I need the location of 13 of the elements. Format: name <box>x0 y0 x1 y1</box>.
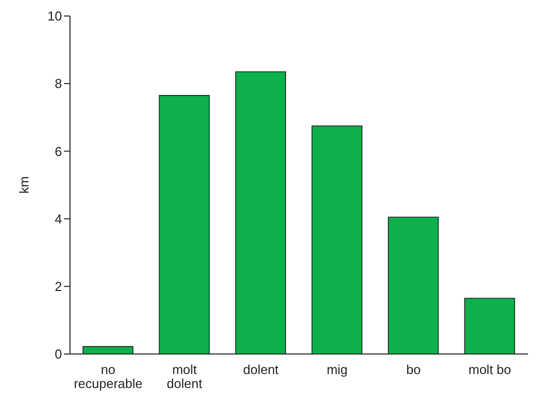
y-axis-title: km <box>16 176 32 194</box>
x-tick-label: bo <box>406 362 421 377</box>
x-tick-label: mig <box>326 362 348 377</box>
x-tick-label: molt bo <box>468 362 512 377</box>
y-tick-label: 10 <box>48 8 62 24</box>
y-tick-label: 6 <box>54 144 62 159</box>
y-tick-label: 2 <box>54 279 62 294</box>
y-tick-label: 8 <box>54 76 62 92</box>
x-tick-label: no recuperable <box>74 362 142 391</box>
x-tick-label: molt dolent <box>166 362 203 391</box>
x-tick-label: dolent <box>243 362 279 377</box>
y-tick-label: 0 <box>54 346 62 362</box>
y-tick-label: 4 <box>54 211 62 226</box>
